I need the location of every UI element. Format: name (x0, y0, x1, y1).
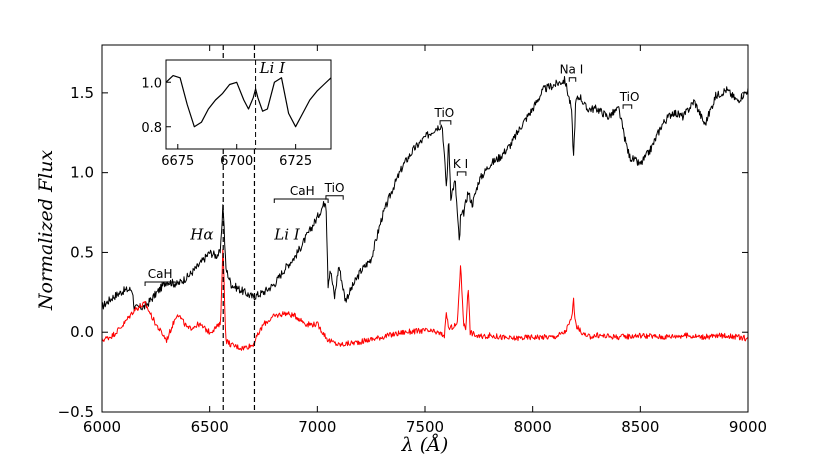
inset-x-tick-label: 6675 (161, 154, 194, 169)
band-label: TiO (434, 106, 455, 120)
x-tick-label: 7000 (298, 418, 336, 436)
inset-x-tick-label: 6700 (220, 154, 253, 169)
x-tick-label: 6000 (83, 418, 121, 436)
band-bracket (325, 195, 344, 200)
inset-background (166, 60, 331, 149)
line-label: Li I (273, 226, 301, 244)
main-plot: 6000 6500 7000 7500 8000 8500 9000 −0.5 0.0 0.5 1.… (58, 44, 767, 436)
band-label: CaH (148, 267, 173, 281)
y-tick-label: 0.5 (70, 243, 94, 261)
inset-frame (165, 59, 332, 150)
object-spectrum-line (102, 76, 748, 311)
band-bracket (273, 198, 329, 203)
band-label: K I (453, 157, 468, 171)
band-label: TiO (619, 90, 640, 104)
x-tick-label: 6500 (191, 418, 229, 436)
y-tick-label: 0.0 (70, 323, 94, 341)
inset-plot: Li I 6675 6700 6725 0.8 1.0 (141, 59, 332, 169)
band-label: CaH (290, 184, 315, 198)
y-tick-label: 1.0 (70, 164, 94, 182)
band-bracket (456, 171, 467, 176)
residual-spectrum-line (102, 248, 748, 351)
line-label: Hα (189, 226, 213, 244)
y-axis-label: Normalized Flux (35, 150, 57, 312)
x-tick-label: 8000 (514, 418, 552, 436)
band-bracket (622, 104, 633, 109)
x-axis-label: λ (Å) (401, 434, 449, 456)
x-tick-label: 7500 (406, 418, 444, 436)
x-tick-label: 9000 (729, 418, 767, 436)
inset-y-tick-label: 0.8 (141, 121, 162, 136)
band-label: Na I (560, 63, 584, 77)
inset-y-tick-label: 1.0 (141, 76, 162, 91)
y-tick-label: 1.5 (70, 84, 94, 102)
band-bracket (144, 281, 176, 286)
y-tick-label: −0.5 (58, 403, 94, 421)
band-bracket (568, 77, 577, 82)
inset-line-label: Li I (259, 59, 287, 77)
x-tick-label: 8500 (621, 418, 659, 436)
band-label: TiO (324, 181, 345, 195)
plot-area (102, 76, 748, 351)
band-bracket (439, 120, 452, 125)
plot-frame (101, 44, 749, 413)
inset-x-tick-label: 6725 (279, 154, 312, 169)
inset-spectrum-line (165, 75, 332, 128)
